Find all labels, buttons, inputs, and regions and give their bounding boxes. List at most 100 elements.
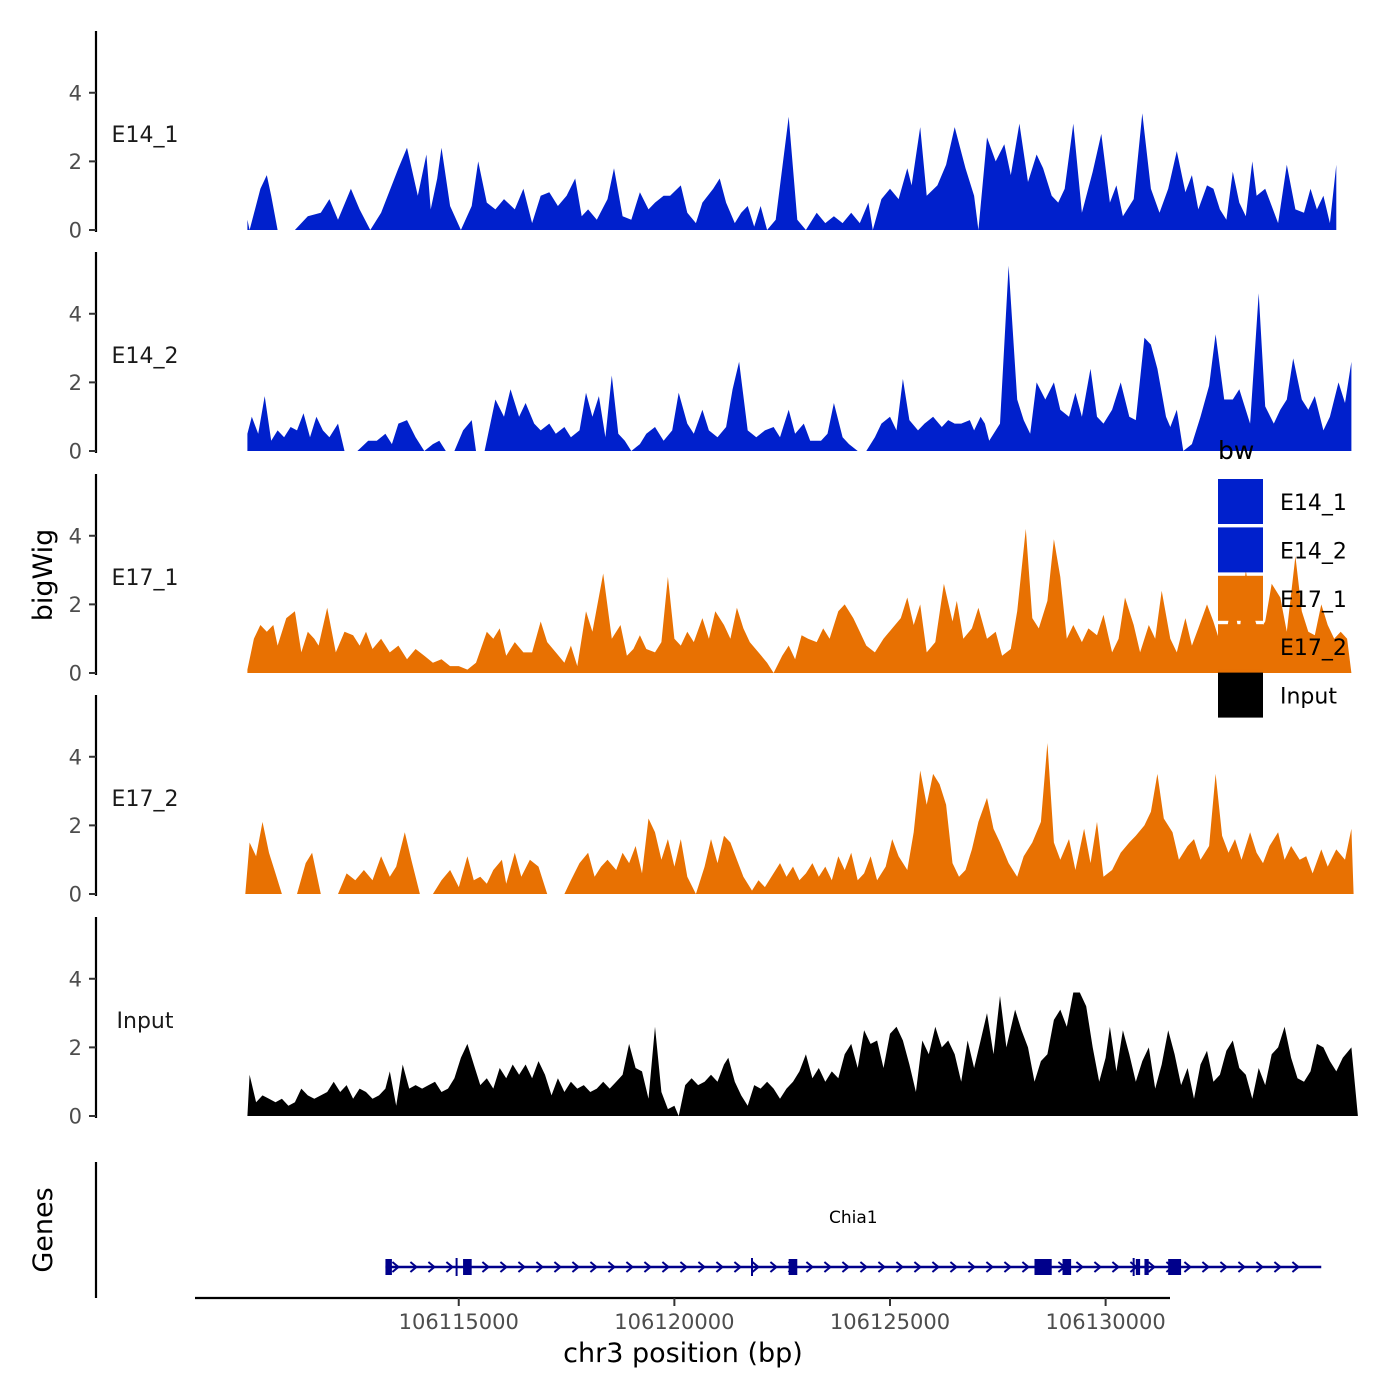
strand-arrow-icon: [499, 1261, 508, 1273]
y-tick-label: 0: [69, 883, 82, 907]
strand-arrow-icon: [1291, 1261, 1300, 1273]
exon-block: [1144, 1259, 1149, 1275]
strand-arrow-icon: [715, 1261, 724, 1273]
panel-E17_2: 0 2 4 E17_2: [69, 695, 1354, 907]
track-label: E14_1: [112, 123, 179, 148]
y-tick-label: 0: [69, 1105, 82, 1129]
strand-arrow-icon: [895, 1261, 904, 1273]
gene-model: [385, 1258, 1322, 1276]
strand-arrow-icon: [877, 1261, 886, 1273]
legend-label: E17_1: [1280, 588, 1347, 613]
y-tick-label: 0: [69, 440, 82, 464]
y-axis-title: bigWig: [28, 529, 59, 622]
legend-title: bw: [1218, 436, 1254, 465]
exon-block: [1034, 1259, 1052, 1275]
panel-E17_1: 0 2 4 E17_1: [69, 474, 1352, 686]
exon-block: [1135, 1259, 1141, 1275]
strand-arrow-icon: [1147, 1261, 1156, 1273]
strand-arrow-icon: [949, 1261, 958, 1273]
strand-arrow-icon: [751, 1261, 760, 1273]
strand-arrow-icon: [571, 1261, 580, 1273]
legend-items: E14_1 E14_2 E17_1 E17_2 Input: [1218, 479, 1347, 718]
strand-arrow-icon: [697, 1261, 706, 1273]
strand-arrow-icon: [967, 1261, 976, 1273]
strand-arrow-icon: [913, 1261, 922, 1273]
track-label: E17_1: [112, 566, 179, 591]
y-tick-label: 2: [69, 593, 82, 617]
strand-arrow-icon: [535, 1261, 544, 1273]
y-tick-label: 0: [69, 219, 82, 243]
legend-label: E14_2: [1280, 539, 1347, 564]
x-axis: 106115000 106120000 106125000 106130000 chr…: [195, 1296, 1170, 1369]
y-tick-label: 4: [69, 524, 82, 548]
legend-swatch: [1218, 527, 1263, 573]
x-tick-label: 106125000: [830, 1310, 950, 1334]
y-tick-label: 2: [69, 150, 82, 174]
strand-arrow-icon: [1255, 1261, 1264, 1273]
y-tick-label: 4: [69, 967, 82, 991]
legend-swatch: [1218, 575, 1263, 621]
strand-arrow-icon: [805, 1261, 814, 1273]
strand-arrow-icon: [985, 1261, 994, 1273]
exon-block: [385, 1259, 392, 1275]
strand-arrow-icon: [1201, 1261, 1210, 1273]
strand-arrow-icon: [553, 1261, 562, 1273]
genes-track-label: Genes: [28, 1187, 59, 1272]
strand-arrow-icon: [1219, 1261, 1228, 1273]
strand-arrow-icon: [823, 1261, 832, 1273]
track-label: E17_2: [112, 787, 179, 812]
y-tick-label: 4: [69, 745, 82, 769]
strand-arrow-icon: [931, 1261, 940, 1273]
legend-swatch: [1218, 672, 1263, 718]
gene-track-panel: Genes Chia1: [28, 1162, 1322, 1298]
y-tick-label: 2: [69, 1036, 82, 1060]
legend-swatch: [1218, 479, 1263, 524]
coverage-area-Input: [247, 992, 1358, 1116]
strand-arrow-icon: [1273, 1261, 1282, 1273]
strand-arrow-icon: [625, 1261, 634, 1273]
strand-arrow-icon: [607, 1261, 616, 1273]
strand-arrow-icon: [427, 1261, 436, 1273]
strand-arrow-icon: [643, 1261, 652, 1273]
strand-arrow-icon: [1183, 1261, 1192, 1273]
x-tick-label: 106115000: [399, 1310, 519, 1334]
x-tick-label: 106120000: [614, 1310, 734, 1334]
coverage-area-E14_2: [247, 265, 1352, 451]
exon-block: [463, 1259, 472, 1275]
panel-E14_2: 0 2 4 E14_2: [69, 252, 1352, 464]
x-axis-title: chr3 position (bp): [563, 1338, 803, 1369]
y-tick-label: 2: [69, 814, 82, 838]
strand-arrow-icon: [391, 1261, 400, 1273]
gene-name-label: Chia1: [829, 1208, 878, 1228]
panel-E14_1: 0 2 4 E14_1: [69, 31, 1337, 243]
strand-arrow-icon: [1093, 1261, 1102, 1273]
track-label: Input: [117, 1009, 174, 1034]
strand-arrow-icon: [841, 1261, 850, 1273]
panel-Input: 0 2 4 Input: [69, 917, 1358, 1129]
exon-block: [1062, 1259, 1072, 1275]
strand-arrow-icon: [481, 1261, 490, 1273]
strand-arrow-icon: [409, 1261, 418, 1273]
strand-arrow-icon: [589, 1261, 598, 1273]
legend-swatch: [1218, 624, 1263, 670]
strand-arrow-icon: [1111, 1261, 1120, 1273]
track-panels: 0 2 4 E14_1 0 2 4 E14_2 0 2 4 E17_1 0 2 4 E17_2 0 2 4 Input: [69, 31, 1358, 1129]
strand-arrow-icon: [1003, 1261, 1012, 1273]
strand-arrow-icon: [1075, 1261, 1084, 1273]
coverage-area-E17_1: [247, 528, 1352, 673]
strand-arrow-icon: [769, 1261, 778, 1273]
legend-label: E14_1: [1280, 491, 1347, 516]
legend-label: E17_2: [1280, 636, 1347, 661]
y-tick-label: 0: [69, 662, 82, 686]
exon-block: [788, 1259, 798, 1275]
y-tick-label: 4: [69, 81, 82, 105]
strand-arrow-icon: [661, 1261, 670, 1273]
strand-arrow-icon: [517, 1261, 526, 1273]
track-label: E14_2: [112, 344, 179, 369]
coverage-area-E14_1: [247, 113, 1337, 230]
coverage-area-E17_2: [245, 743, 1354, 894]
y-tick-label: 4: [69, 302, 82, 326]
strand-arrow-icon: [1237, 1261, 1246, 1273]
y-tick-label: 2: [69, 371, 82, 395]
